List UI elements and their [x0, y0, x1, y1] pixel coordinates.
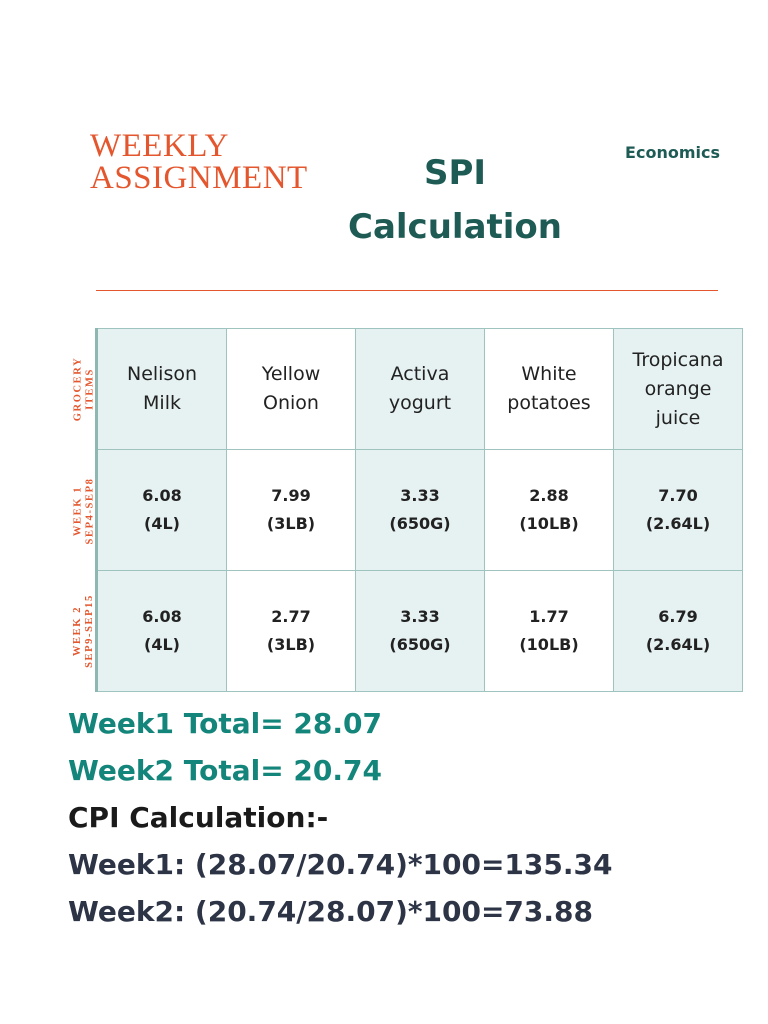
page-title-line-2: Calculation [348, 207, 562, 247]
price-unit: (3LB) [266, 514, 316, 533]
item-cell-yellow-onion: Yellow Onion [226, 328, 356, 450]
week1-total: Week1 Total= 28.07 [68, 707, 382, 740]
price-unit: (4L) [144, 514, 180, 533]
price-unit: (2.64L) [645, 635, 711, 654]
price-value: 1.77 [529, 607, 569, 626]
price-unit: (4L) [144, 635, 180, 654]
price-cell: 7.99 (3LB) [226, 449, 356, 571]
item-name-line: Onion [263, 392, 319, 414]
subject-label: Economics [625, 143, 720, 162]
summary-section: Week1 Total= 28.07 Week2 Total= 20.74 CP… [68, 700, 612, 935]
assignment-line-2: ASSIGNMENT [90, 160, 308, 196]
price-unit: (650G) [389, 635, 451, 654]
price-value: 7.70 [658, 486, 698, 505]
price-cell: 6.79 (2.64L) [613, 570, 743, 692]
header-divider [96, 290, 718, 291]
price-table: Nelison Milk Yellow Onion Activa yogurt … [95, 328, 743, 692]
week2-cpi: Week2: (20.74/28.07)*100=73.88 [68, 895, 593, 928]
item-name-line: juice [655, 406, 701, 429]
price-value: 7.99 [271, 486, 311, 505]
table-row-items: Nelison Milk Yellow Onion Activa yogurt … [96, 328, 743, 450]
price-unit: (650G) [389, 514, 451, 533]
assignment-heading: WEEKLY ASSIGNMENT [90, 128, 350, 196]
price-value: 2.77 [271, 607, 311, 626]
price-cell: 1.77 (10LB) [484, 570, 614, 692]
price-value: 6.79 [658, 607, 698, 626]
item-name-line: White [521, 363, 577, 385]
price-cell: 6.08 (4L) [96, 570, 227, 692]
item-cell-activa-yogurt: Activa yogurt [355, 328, 485, 450]
row-label-line-1: WEEK 1 [72, 485, 84, 537]
price-value: 3.33 [400, 607, 440, 626]
week2-total: Week2 Total= 20.74 [68, 754, 382, 787]
page-title: SPI Calculation [340, 146, 570, 254]
item-name-line: orange [644, 377, 712, 400]
price-unit: (2.64L) [645, 514, 711, 533]
price-cell: 2.88 (10LB) [484, 449, 614, 571]
item-name-line: potatoes [507, 392, 591, 414]
table-row-week-2: 6.08 (4L) 2.77 (3LB) 3.33 (650G) 1.77 (1… [96, 570, 743, 692]
price-value: 3.33 [400, 486, 440, 505]
cpi-heading: CPI Calculation:- [68, 801, 329, 834]
price-cell: 6.08 (4L) [96, 449, 227, 571]
price-cell: 2.77 (3LB) [226, 570, 356, 692]
price-cell: 7.70 (2.64L) [613, 449, 743, 571]
row-label-line-1: GROCERY [72, 356, 83, 422]
price-cell: 3.33 (650G) [355, 570, 485, 692]
price-value: 2.88 [529, 486, 569, 505]
price-unit: (3LB) [266, 635, 316, 654]
item-cell-nelison-milk: Nelison Milk [96, 328, 227, 450]
price-unit: (10LB) [519, 514, 579, 533]
price-cell: 3.33 (650G) [355, 449, 485, 571]
price-unit: (10LB) [519, 635, 579, 654]
item-name-line: yogurt [388, 392, 452, 414]
item-name-line: Nelison [126, 363, 198, 385]
page-title-line-1: SPI [423, 153, 487, 193]
price-value: 6.08 [142, 607, 182, 626]
assignment-line-1: WEEKLY [90, 128, 229, 164]
item-name-line: Tropicana [632, 348, 724, 371]
row-label-line-1: WEEK 2 [72, 605, 84, 657]
item-name-line: Yellow [261, 363, 321, 385]
table-row-week-1: 6.08 (4L) 7.99 (3LB) 3.33 (650G) 2.88 (1… [96, 449, 743, 571]
item-name-line: Milk [143, 392, 181, 414]
week1-cpi: Week1: (28.07/20.74)*100=135.34 [68, 848, 613, 881]
item-name-line: Activa [390, 363, 450, 385]
item-cell-tropicana-juice: Tropicana orange juice [613, 328, 743, 450]
item-cell-white-potatoes: White potatoes [484, 328, 614, 450]
price-value: 6.08 [142, 486, 182, 505]
